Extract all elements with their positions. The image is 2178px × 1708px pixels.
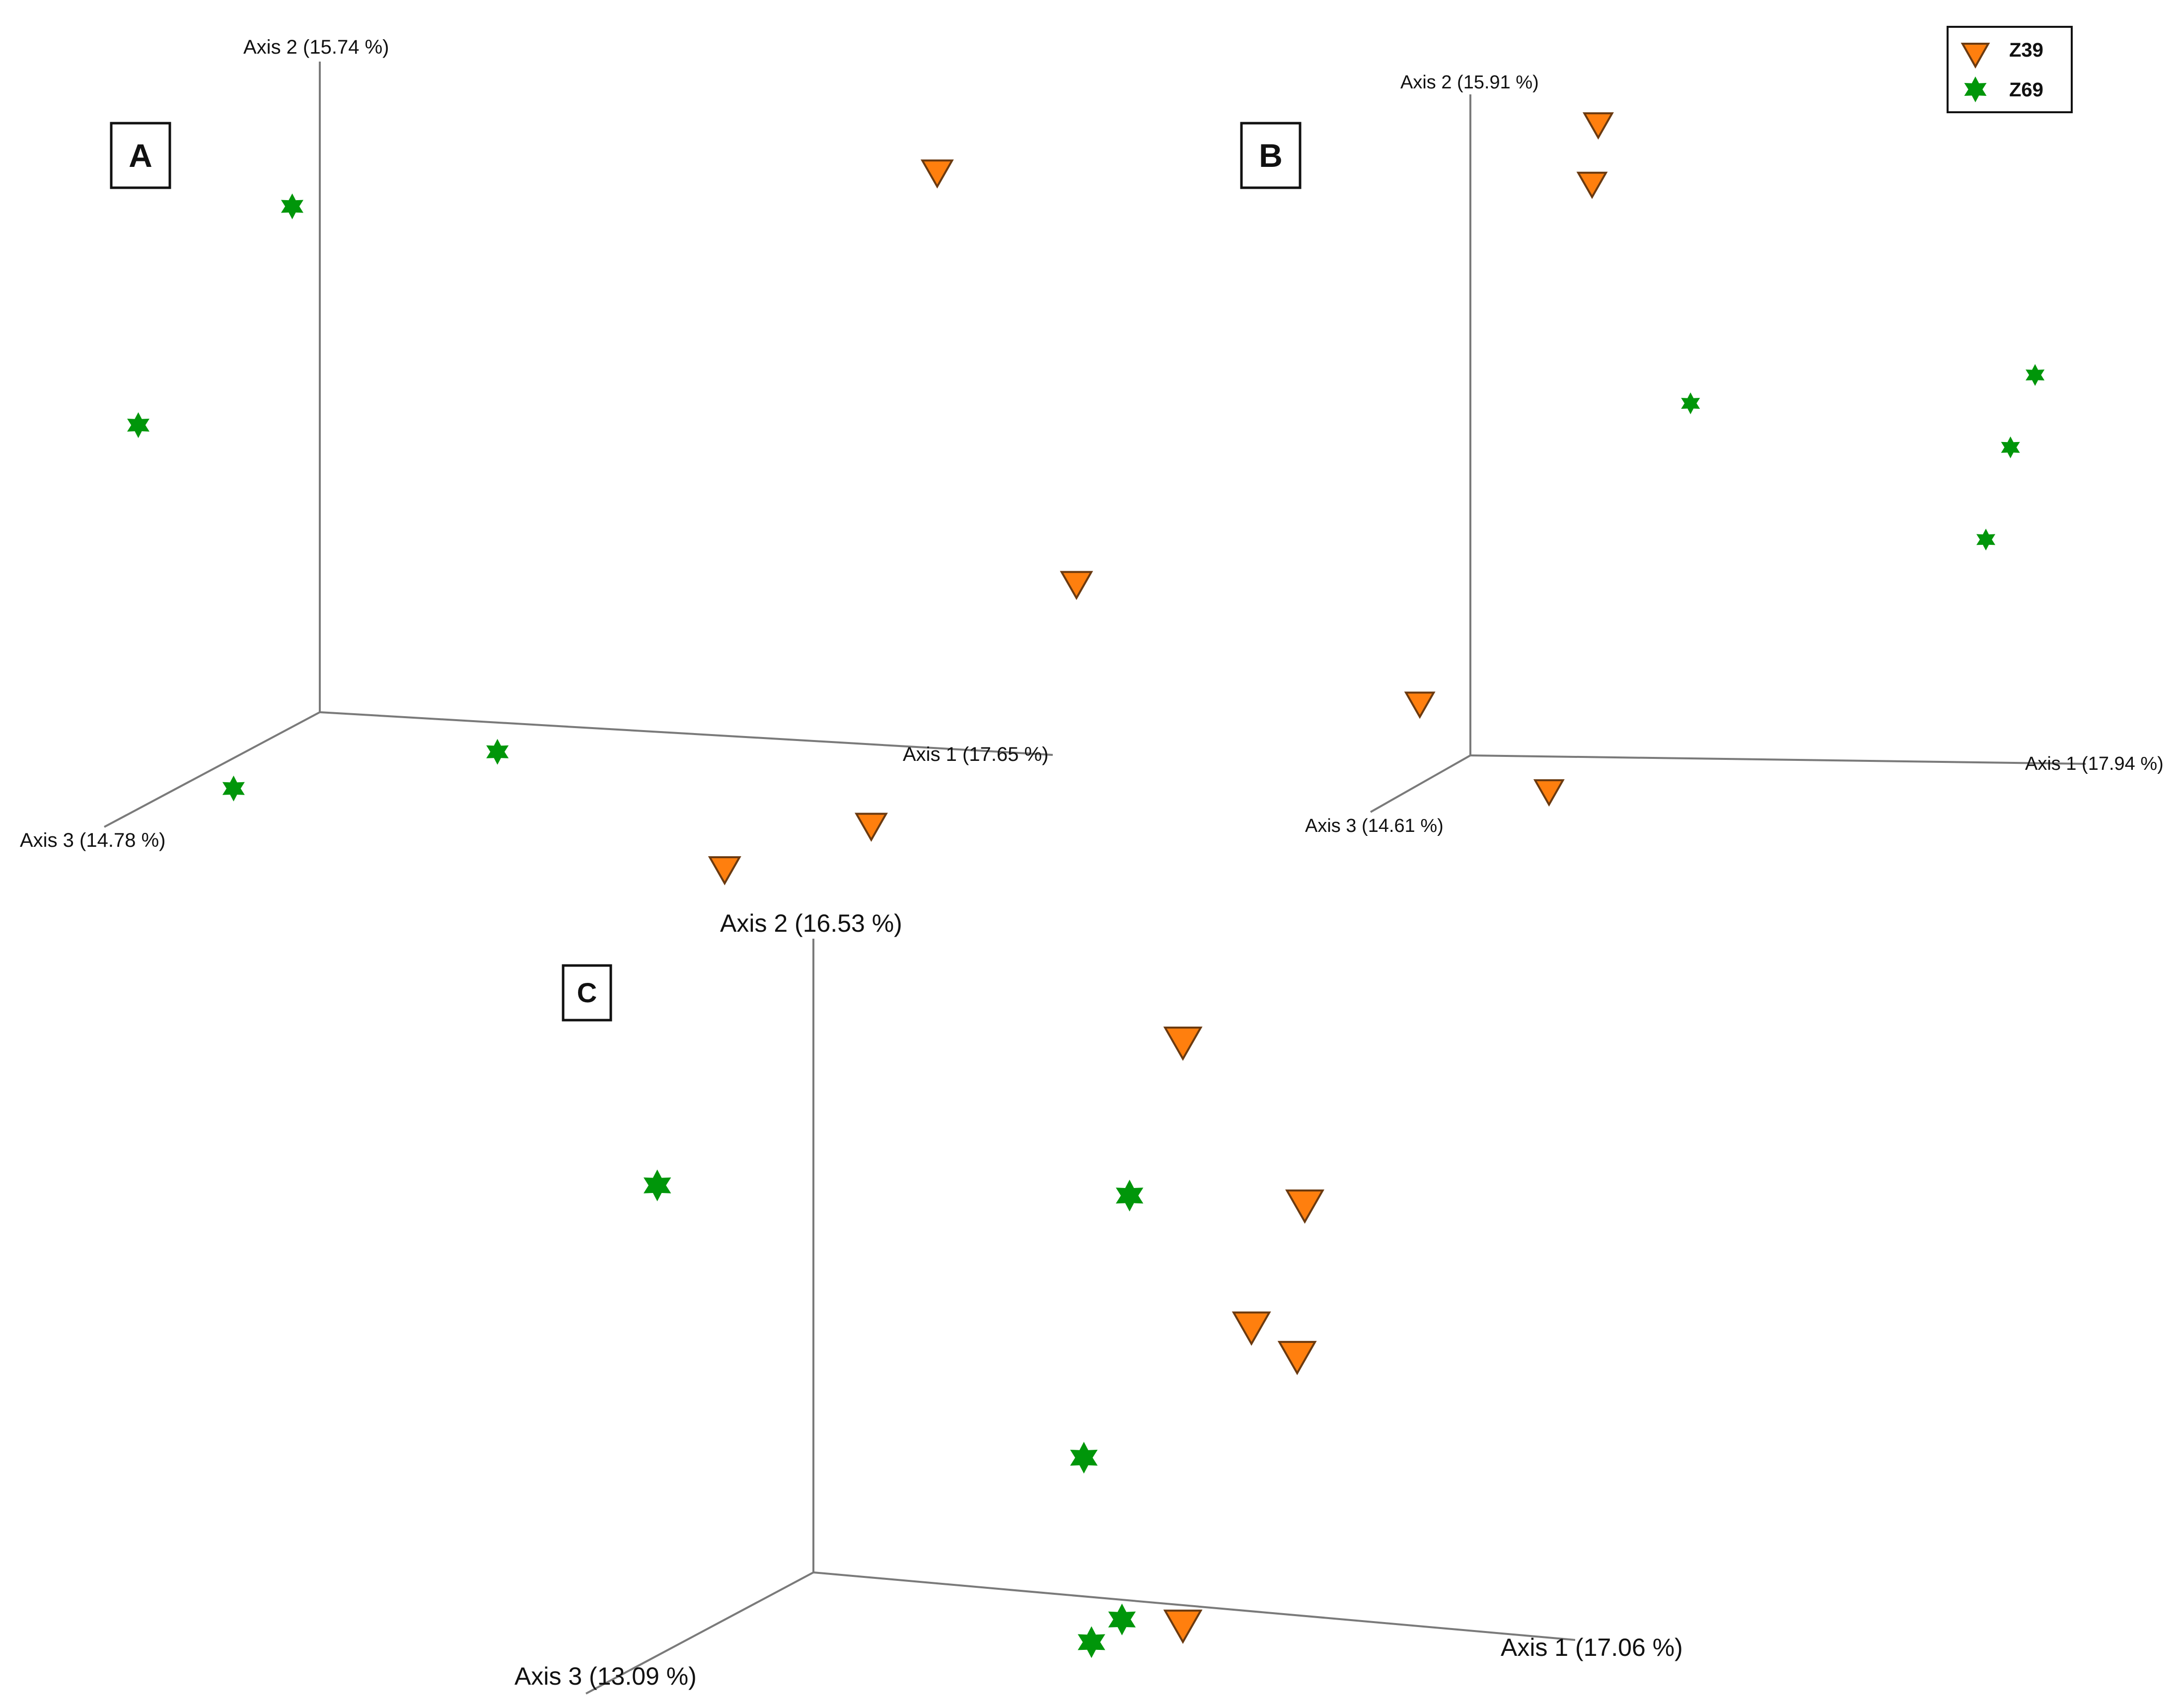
panel-c-axis2-label: Axis 2 (16.53 %)	[720, 909, 902, 937]
panel-c-z39-point-4	[1277, 1340, 1317, 1375]
panel-c-z69-point-3	[1070, 1442, 1098, 1474]
panel-b-axis1-line	[1470, 754, 2086, 765]
panel-c-z39-point-2	[1285, 1189, 1324, 1224]
panel-b-axis1-label: Axis 1 (17.94 %)	[2025, 753, 2164, 774]
panel-b-z69-point-1	[1681, 392, 1700, 415]
panel-c-markers	[643, 1027, 1324, 1658]
panel-a-z39-point-3	[855, 813, 888, 842]
panel-b-z69-point-2	[2026, 364, 2045, 386]
panel-a: A Axis 2 (15.74 %) Axis 1 (17.65 %) Axis…	[20, 36, 1093, 886]
panel-a-z39-point-4	[708, 856, 741, 886]
panel-a-axis3-label: Axis 3 (14.78 %)	[20, 829, 165, 851]
panel-c-z69-point-5	[1078, 1626, 1105, 1658]
panel-a-label-box	[110, 122, 171, 189]
panel-b-axis2-label: Axis 2 (15.91 %)	[1400, 72, 1539, 93]
panel-a-z69-point-1	[281, 193, 303, 220]
panel-a-axes: Axis 2 (15.74 %) Axis 1 (17.65 %) Axis 3…	[20, 36, 1053, 851]
panel-a-markers	[127, 159, 1093, 886]
panel-c-axes: Axis 2 (16.53 %) Axis 1 (17.06 %) Axis 3…	[514, 909, 1683, 1695]
panel-b-axis3-line	[1370, 754, 1471, 813]
panel-b-z69-point-3	[2001, 436, 2020, 458]
panel-c-z69-point-1	[1116, 1180, 1144, 1212]
panel-a-axis1-line	[319, 711, 1053, 756]
panel-a-letter: A	[129, 137, 152, 174]
panel-c-z69-point-4	[1108, 1603, 1136, 1635]
panel-a-z39-point-1	[920, 159, 954, 189]
panel-c-axis1-line	[813, 1571, 1576, 1641]
panel-a-axis1-label: Axis 1 (17.65 %)	[903, 743, 1048, 765]
panel-c-z39-point-1	[1163, 1027, 1203, 1061]
panel-c-label-box	[562, 964, 612, 1022]
panel-b: B Axis 2 (15.91 %) Axis 1 (17.94 %) Axis…	[1240, 72, 2164, 836]
legend-z69-label: Z69	[2009, 79, 2043, 101]
panel-b-markers	[1404, 112, 2045, 807]
panel-c: C Axis 2 (16.53 %) Axis 1 (17.06 %) Axis…	[514, 909, 1683, 1695]
panel-c-axis3-label: Axis 3 (13.09 %)	[514, 1662, 697, 1690]
panel-b-z69-point-4	[1976, 528, 1996, 551]
panel-c-letter: C	[577, 977, 597, 1008]
legend-z39-label: Z39	[2009, 39, 2043, 61]
panel-c-axis3-line	[585, 1571, 814, 1695]
legend: Z39 Z69	[1947, 26, 2073, 113]
panel-a-axis3-line	[104, 711, 320, 828]
legend-z39-triangle-icon	[1960, 43, 1990, 69]
panel-a-z69-point-4	[222, 775, 245, 802]
panel-b-axis3-label: Axis 3 (14.61 %)	[1305, 816, 1444, 836]
panel-c-z39-point-5	[1163, 1609, 1203, 1644]
panel-a-z69-point-3	[486, 739, 509, 765]
panel-c-axis1-label: Axis 1 (17.06 %)	[1501, 1634, 1683, 1661]
panel-b-z39-point-1	[1583, 112, 1614, 140]
panel-a-z69-point-2	[127, 412, 149, 438]
panel-b-z39-point-4	[1533, 779, 1565, 807]
panel-b-axes: Axis 2 (15.91 %) Axis 1 (17.94 %) Axis 3…	[1305, 72, 2164, 836]
panel-a-z39-point-2	[1060, 571, 1093, 600]
panel-b-letter: B	[1259, 137, 1283, 174]
legend-box	[1947, 26, 2073, 113]
panel-b-z39-point-2	[1576, 171, 1608, 199]
panel-b-z39-point-3	[1404, 691, 1436, 719]
panel-c-z69-point-2	[643, 1169, 671, 1201]
panel-a-axis2-label: Axis 2 (15.74 %)	[243, 36, 389, 58]
panel-c-z39-point-3	[1232, 1311, 1271, 1346]
panel-b-label-box	[1240, 122, 1302, 189]
legend-z69-star-icon	[1964, 76, 1987, 102]
